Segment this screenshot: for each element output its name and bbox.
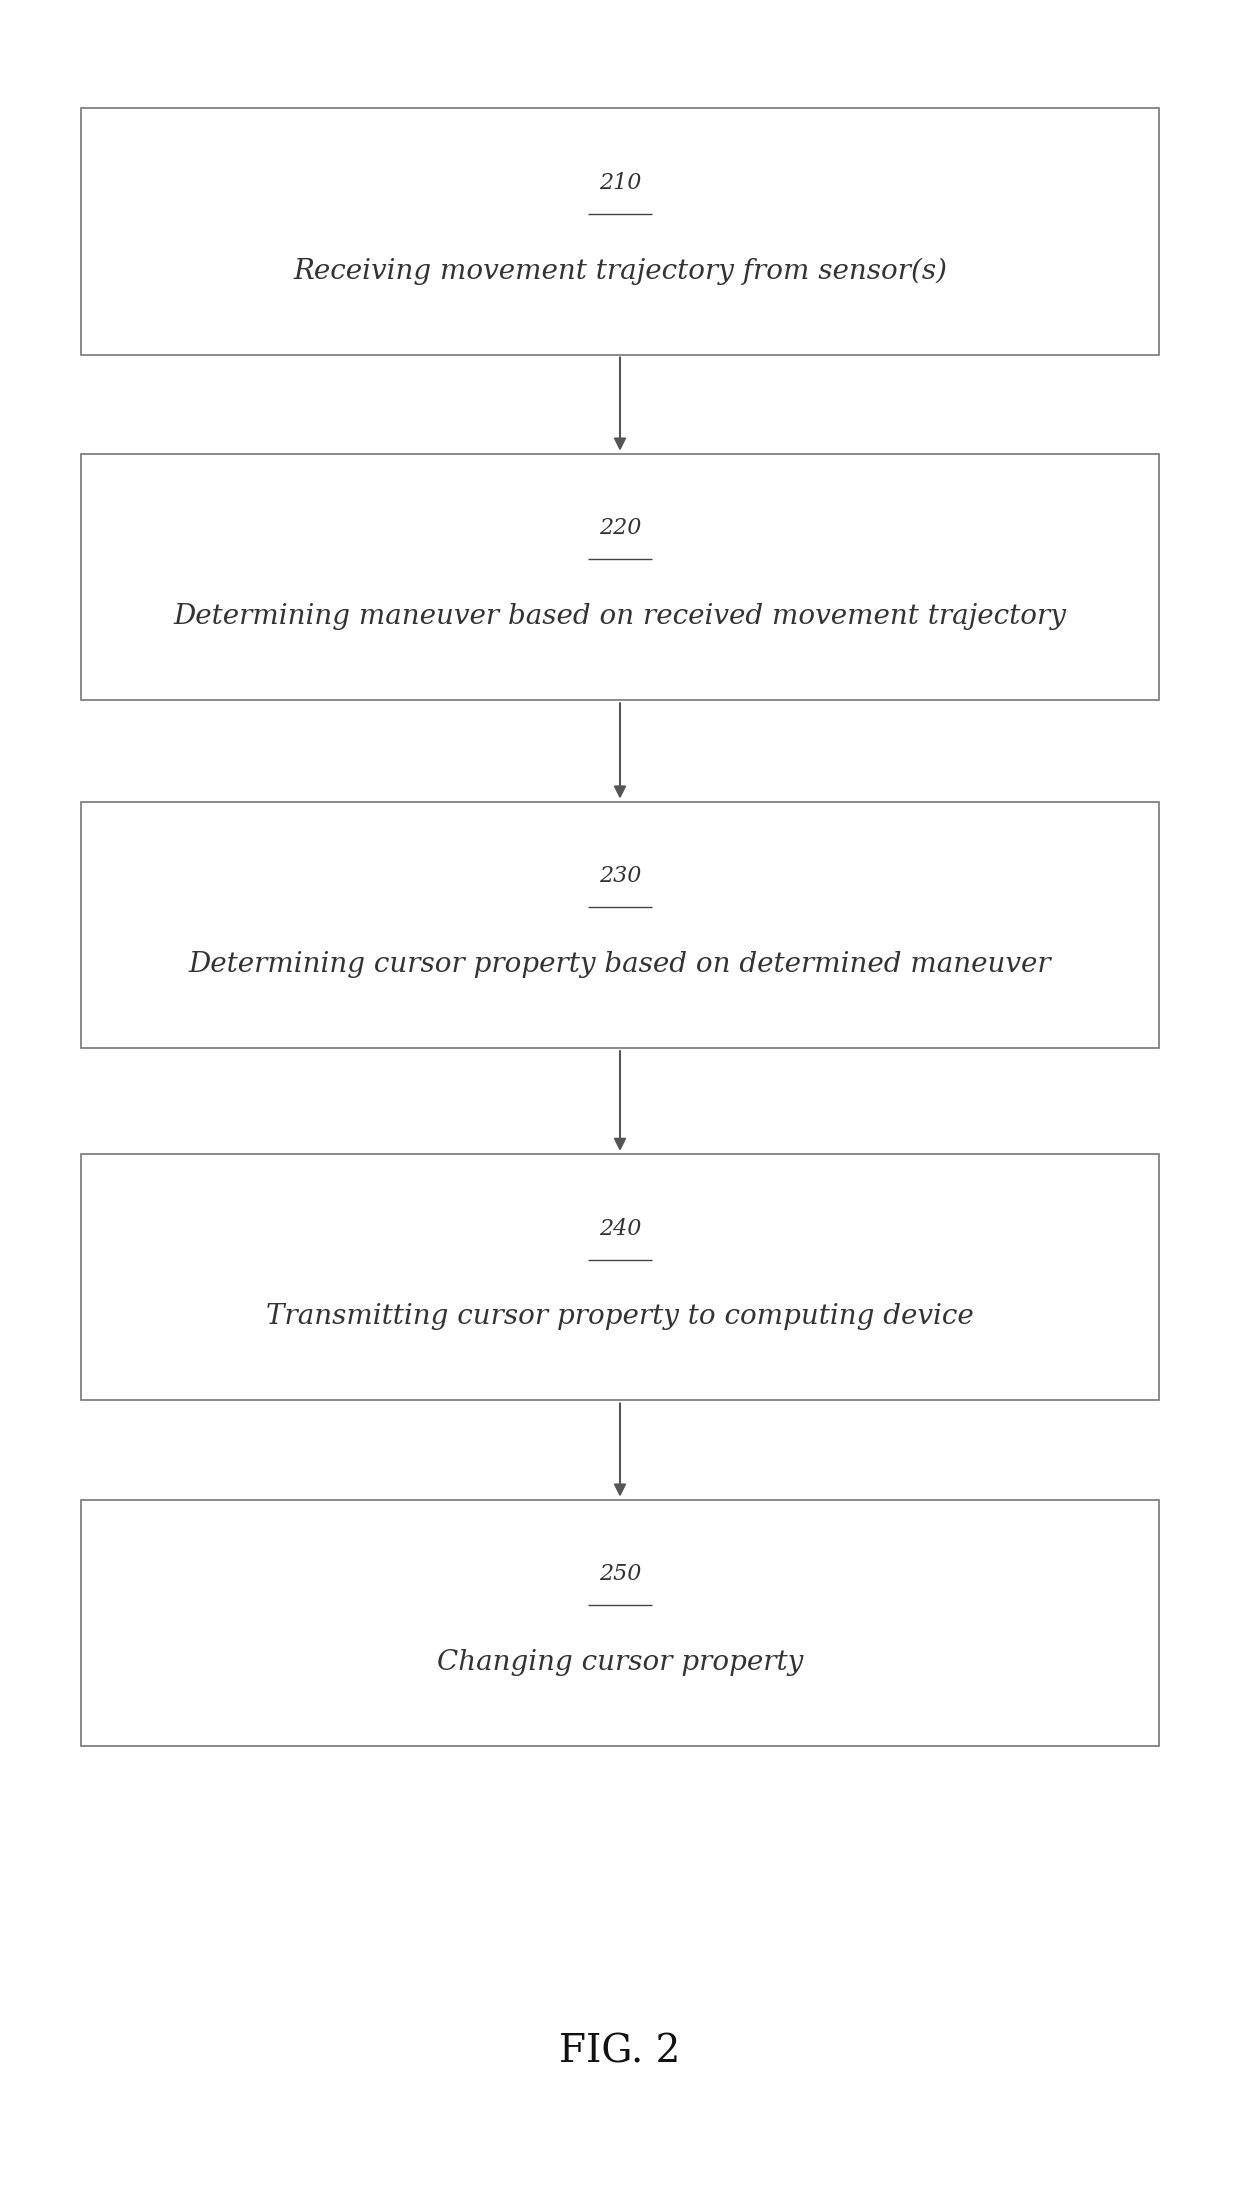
Text: Determining cursor property based on determined maneuver: Determining cursor property based on det…	[188, 951, 1052, 978]
FancyBboxPatch shape	[81, 1154, 1159, 1400]
FancyBboxPatch shape	[81, 454, 1159, 700]
Text: 240: 240	[599, 1218, 641, 1240]
Text: Changing cursor property: Changing cursor property	[436, 1649, 804, 1676]
Text: 250: 250	[599, 1563, 641, 1585]
Text: 230: 230	[599, 865, 641, 887]
FancyBboxPatch shape	[81, 802, 1159, 1048]
Text: Determining maneuver based on received movement trajectory: Determining maneuver based on received m…	[174, 603, 1066, 630]
Text: 210: 210	[599, 172, 641, 194]
Text: FIG. 2: FIG. 2	[559, 2035, 681, 2070]
Text: 220: 220	[599, 517, 641, 539]
Text: Receiving movement trajectory from sensor(s): Receiving movement trajectory from senso…	[293, 258, 947, 284]
Text: Transmitting cursor property to computing device: Transmitting cursor property to computin…	[267, 1304, 973, 1330]
FancyBboxPatch shape	[81, 108, 1159, 355]
FancyBboxPatch shape	[81, 1500, 1159, 1746]
